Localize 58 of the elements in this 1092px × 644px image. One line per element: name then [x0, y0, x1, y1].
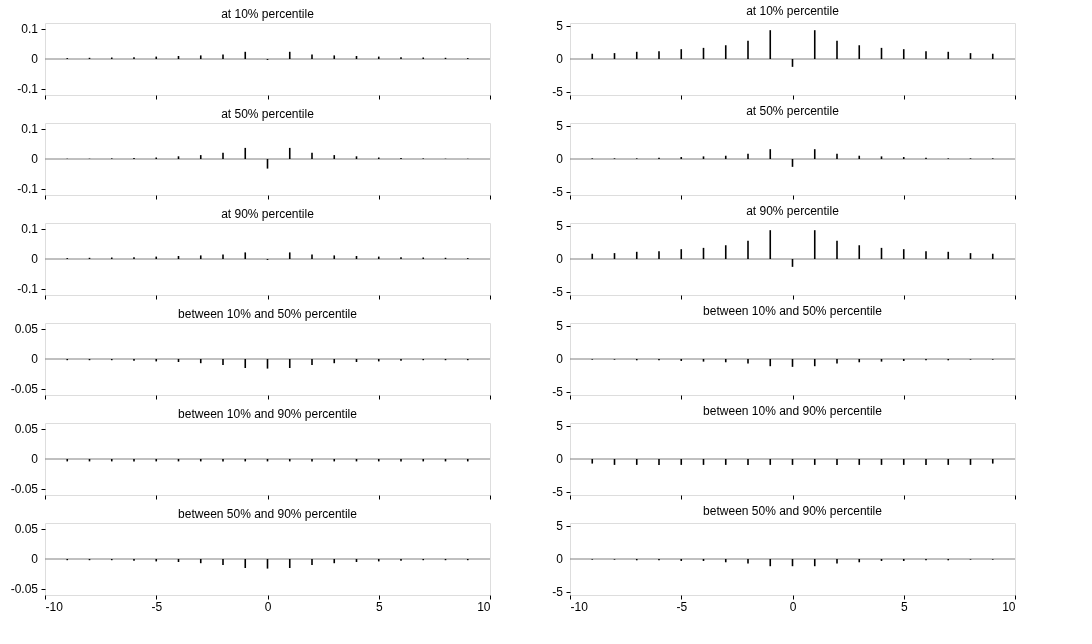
x-tick-label: -10: [570, 599, 589, 614]
y-tick-label: 0.1: [21, 22, 39, 36]
y-tick-label: 5: [556, 519, 564, 534]
y-tick-label: 0.05: [14, 322, 39, 336]
y-tick-label: -0.05: [10, 382, 39, 396]
y-tick-label: 0.05: [14, 522, 39, 536]
y-tick-label: 0: [556, 452, 564, 466]
chart-title: at 10% percentile: [221, 7, 315, 21]
y-tick-label: -5: [552, 84, 564, 99]
x-tick-label: 5: [900, 599, 908, 614]
y-tick-label: -0.05: [10, 482, 39, 496]
chart-title: between 10% and 50% percentile: [703, 304, 883, 319]
x-tick-label: 0: [789, 599, 797, 614]
y-tick-label: -5: [552, 384, 564, 399]
y-tick-label: 0: [556, 52, 564, 66]
chart-title: between 10% and 50% percentile: [178, 307, 358, 321]
y-tick-label: -5: [552, 484, 564, 499]
y-tick-label: -0.1: [17, 282, 39, 296]
y-tick-label: -0.1: [17, 82, 39, 96]
chart-title: at 90% percentile: [221, 207, 315, 221]
y-tick-label: 0.1: [21, 222, 39, 236]
y-tick-label: 0: [31, 52, 39, 66]
y-tick-label: 0.05: [14, 422, 39, 436]
x-tick-label: 10: [1002, 599, 1016, 614]
y-tick-label: 0.1: [21, 122, 39, 136]
y-tick-label: -5: [552, 184, 564, 199]
y-tick-label: 5: [556, 119, 564, 134]
chart-title: at 90% percentile: [746, 204, 840, 219]
y-tick-label: 5: [556, 219, 564, 234]
x-tick-label: -5: [676, 599, 688, 614]
y-tick-label: 0: [556, 352, 564, 366]
x-tick-label: -10: [45, 599, 64, 614]
y-tick-label: 0: [556, 252, 564, 266]
y-tick-label: -5: [552, 284, 564, 299]
x-tick-label: 5: [375, 599, 383, 614]
y-tick-label: -0.05: [10, 582, 39, 596]
y-tick-label: 5: [556, 419, 564, 434]
y-tick-label: 0: [31, 552, 39, 566]
y-tick-label: 0: [556, 552, 564, 566]
y-tick-label: -5: [552, 584, 564, 599]
chart-title: at 50% percentile: [221, 107, 315, 121]
y-tick-label: 0: [31, 352, 39, 366]
x-tick-label: 0: [264, 599, 272, 614]
y-tick-label: 0: [556, 152, 564, 166]
y-tick-label: 0: [31, 252, 39, 266]
chart-title: between 10% and 90% percentile: [178, 407, 358, 421]
chart-title: between 50% and 90% percentile: [703, 504, 883, 519]
y-tick-label: 0: [31, 152, 39, 166]
y-tick-label: -0.1: [17, 182, 39, 196]
y-tick-label: 0: [31, 452, 39, 466]
y-tick-label: 5: [556, 19, 564, 34]
chart-title: at 50% percentile: [746, 104, 840, 119]
x-tick-label: -5: [151, 599, 163, 614]
chart-title: at 10% percentile: [746, 4, 840, 19]
x-tick-label: 10: [477, 599, 491, 614]
chart-title: between 50% and 90% percentile: [178, 507, 358, 521]
chart-title: between 10% and 90% percentile: [703, 404, 883, 419]
y-tick-label: 5: [556, 319, 564, 334]
